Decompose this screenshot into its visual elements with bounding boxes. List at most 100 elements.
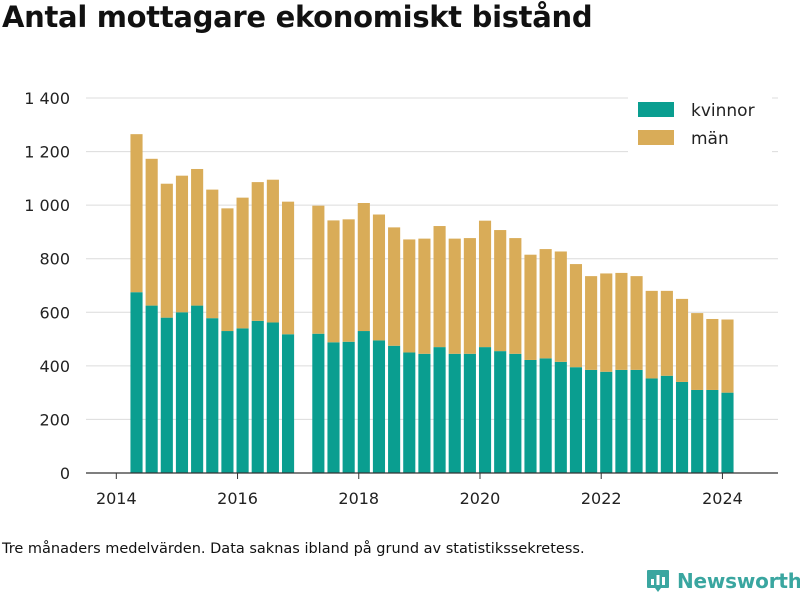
y-tick-label: 0: [60, 464, 70, 483]
x-tick-label: 2022: [581, 489, 622, 508]
bar-man: [388, 227, 401, 346]
bar-kvinnor: [206, 318, 219, 473]
bar-kvinnor: [615, 369, 628, 473]
y-tick-label: 800: [39, 250, 70, 269]
bar-kvinnor: [509, 353, 522, 473]
bar-man: [221, 208, 234, 332]
legend-label: kvinnor: [691, 101, 755, 121]
bar-man: [175, 175, 189, 313]
bar-kvinnor: [433, 347, 446, 473]
bar-man: [281, 201, 295, 335]
bar-man: [266, 179, 279, 323]
bar-man: [691, 313, 704, 390]
bar-kvinnor: [130, 292, 143, 473]
bar-man: [372, 214, 386, 341]
bar-man: [130, 134, 143, 293]
bar-man: [585, 276, 598, 370]
legend-label: män: [691, 129, 729, 149]
bar-man: [554, 251, 567, 362]
bar-man: [600, 273, 613, 372]
brand-logo[interactable]: Newsworthy: [645, 568, 800, 594]
bar-kvinnor: [524, 359, 537, 473]
bar-man: [357, 203, 370, 332]
bar-kvinnor: [160, 317, 173, 473]
bar-kvinnor: [266, 322, 279, 473]
bar-kvinnor: [418, 353, 431, 473]
stacked-bar-chart: 0 200 400 600 800 1 000 1 200 1 400 2014 2016 2018…: [24, 89, 778, 508]
x-tick-label: 2014: [96, 489, 137, 508]
bar-kvinnor: [145, 305, 158, 473]
y-tick-label: 1 200: [24, 143, 70, 162]
bar-kvinnor: [251, 320, 264, 473]
bar-man: [448, 238, 461, 354]
bar-man: [615, 272, 628, 370]
bar-kvinnor: [221, 331, 234, 473]
bar-man: [706, 318, 719, 390]
bar-chart-logo-icon: [647, 570, 669, 592]
bar-kvinnor: [175, 312, 189, 473]
bar-man: [312, 205, 325, 334]
bar-kvinnor: [478, 347, 492, 473]
bar-man: [206, 189, 219, 319]
bar-man: [433, 226, 446, 348]
y-tick-label: 400: [39, 357, 70, 376]
bar-kvinnor: [281, 334, 295, 473]
bar-kvinnor: [645, 378, 658, 473]
bar-kvinnor: [494, 351, 507, 473]
bar-kvinnor: [706, 389, 719, 473]
bar-kvinnor: [448, 353, 461, 473]
bar-kvinnor: [191, 305, 204, 473]
bar-man: [463, 238, 476, 354]
bar-man: [403, 239, 416, 353]
bar-man: [236, 197, 249, 329]
bar-kvinnor: [357, 331, 370, 473]
x-tick-label: 2024: [702, 489, 743, 508]
brand-name: Newsworthy: [677, 569, 800, 593]
x-tick-label: 2016: [217, 489, 258, 508]
bar-man: [494, 230, 507, 352]
bar-kvinnor: [660, 375, 673, 473]
bar-man: [327, 220, 340, 343]
bar-man: [569, 264, 583, 368]
bar-kvinnor: [327, 342, 340, 473]
bar-man: [509, 238, 522, 354]
bar-man: [160, 183, 173, 318]
bar-man: [251, 182, 264, 321]
bar-kvinnor: [691, 389, 704, 473]
bar-man: [645, 290, 658, 379]
bar-man: [524, 254, 537, 360]
bar-man: [145, 158, 158, 306]
bar-kvinnor: [585, 369, 598, 473]
bar-kvinnor: [342, 341, 355, 473]
bar-kvinnor: [236, 328, 249, 473]
bar-kvinnor: [569, 367, 583, 473]
chart-title: Antal mottagare ekonomiskt bistånd: [2, 0, 593, 34]
bar-kvinnor: [630, 369, 643, 473]
y-tick-label: 200: [39, 410, 70, 429]
bar-kvinnor: [463, 353, 476, 473]
legend-swatch-kvinnor: [638, 102, 674, 117]
bar-man: [342, 219, 355, 342]
x-tick-label: 2020: [460, 489, 501, 508]
bar-man: [721, 319, 734, 393]
bar-kvinnor: [539, 358, 552, 473]
bar-kvinnor: [675, 381, 689, 473]
bar-kvinnor: [554, 361, 567, 473]
bar-kvinnor: [388, 345, 401, 473]
y-tick-label: 1 000: [24, 196, 70, 215]
bar-kvinnor: [721, 392, 734, 473]
x-tick-label: 2018: [338, 489, 379, 508]
bar-kvinnor: [312, 333, 325, 473]
bar-man: [539, 249, 552, 359]
bar-man: [478, 220, 492, 348]
chart-caption: Tre månaders medelvärden. Data saknas ib…: [2, 541, 585, 557]
bar-man: [630, 276, 643, 370]
y-tick-label: 600: [39, 303, 70, 322]
bar-man: [660, 290, 673, 376]
bar-kvinnor: [403, 352, 416, 473]
bar-kvinnor: [372, 340, 386, 473]
y-tick-label: 1 400: [24, 89, 70, 108]
bar-man: [191, 168, 204, 306]
bar-kvinnor: [600, 371, 613, 473]
bar-man: [418, 238, 431, 354]
